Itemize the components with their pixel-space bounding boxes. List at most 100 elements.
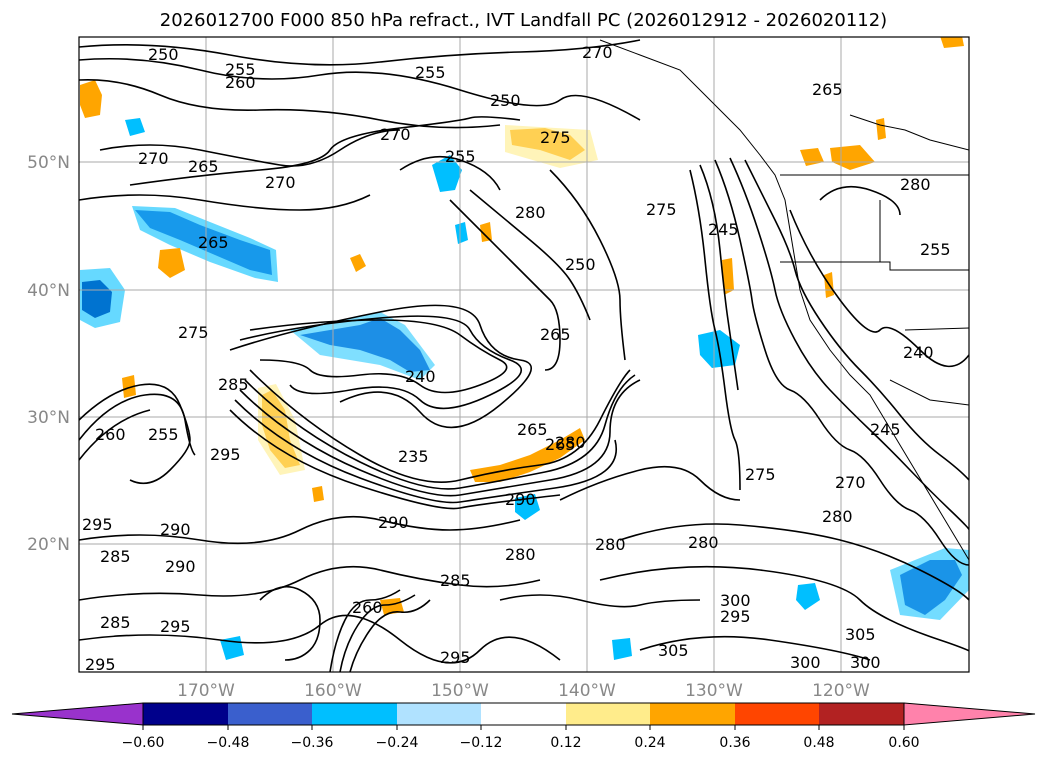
colorbar-bin xyxy=(143,703,228,725)
contour-label: 285 xyxy=(218,375,249,394)
map-panel: 250 255 260 265 270 270 270 255 250 270 … xyxy=(78,36,970,674)
blue-patch xyxy=(80,268,125,328)
colorbar-tick: 0.48 xyxy=(803,735,834,751)
contour-label: 280 xyxy=(822,507,853,526)
orange-patch xyxy=(940,37,964,48)
orange-patch xyxy=(480,222,492,242)
lon-label: 160°W xyxy=(304,681,362,701)
contour-label: 280 xyxy=(505,545,536,564)
contour-label: 295 xyxy=(440,648,471,667)
contour-label: 305 xyxy=(658,641,689,660)
blue-patch xyxy=(455,222,468,244)
contour-label: 285 xyxy=(100,547,131,566)
blue-patch xyxy=(515,494,540,520)
contour-label: 250 xyxy=(565,255,596,274)
blue-patch xyxy=(796,583,820,610)
colorbar-extend-low xyxy=(11,702,144,726)
contour-label: 245 xyxy=(870,420,901,439)
blue-patch xyxy=(125,118,145,136)
contour-label: 295 xyxy=(85,655,116,674)
contour-label: 280 xyxy=(900,175,931,194)
blue-patch xyxy=(132,206,278,282)
contour-label: 255 xyxy=(148,425,179,444)
contour-label: 275 xyxy=(745,465,776,484)
lat-label: 20°N xyxy=(27,535,70,555)
contour-label: 280 xyxy=(688,533,719,552)
blue-patch xyxy=(890,548,969,620)
map-title: 2026012700 F000 850 hPa refract., IVT La… xyxy=(159,10,888,31)
colorbar-tick: −0.24 xyxy=(376,735,419,751)
lon-label: 130°W xyxy=(685,681,743,701)
colorbar-bin xyxy=(397,703,481,725)
contour-label: 275 xyxy=(646,200,677,219)
latitude-labels: 50°N 40°N 30°N 20°N xyxy=(27,153,70,555)
contour-label: 275 xyxy=(540,128,571,147)
lon-label: 170°W xyxy=(177,681,235,701)
lat-label: 30°N xyxy=(27,408,70,428)
contour-label: 295 xyxy=(160,617,191,636)
colorbar-bin xyxy=(819,703,904,725)
contour-label: 280 xyxy=(595,535,626,554)
contour-label: 265 xyxy=(540,325,571,344)
contour-label: 240 xyxy=(903,343,934,362)
contour-label: 265 xyxy=(517,420,548,439)
contour-label: 290 xyxy=(505,490,536,509)
lat-label: 40°N xyxy=(27,281,70,301)
contour-label: 285 xyxy=(440,571,471,590)
contour-label: 275 xyxy=(178,323,209,342)
lon-label: 150°W xyxy=(431,681,489,701)
lat-label: 50°N xyxy=(27,153,70,173)
colorbar-tick: −0.60 xyxy=(122,735,165,751)
orange-patch xyxy=(122,375,136,398)
orange-patch xyxy=(470,428,585,482)
contour-label: 270 xyxy=(835,473,866,492)
contour-label: 270 xyxy=(582,43,613,62)
contour-label: 250 xyxy=(490,91,521,110)
contour-label: 250 xyxy=(148,45,179,64)
contour-label: 265 xyxy=(545,435,576,454)
colorbar-bin xyxy=(566,703,650,725)
colorbar-tick: −0.48 xyxy=(207,735,250,751)
colorbar-tick: −0.12 xyxy=(460,735,503,751)
colorbar-tick: −0.36 xyxy=(291,735,334,751)
colorbar-bin xyxy=(228,703,312,725)
colorbar-extend-high xyxy=(903,702,1036,726)
contour-label: 280 xyxy=(515,203,546,222)
blue-patch xyxy=(612,638,632,660)
contour-label: 280 xyxy=(555,433,586,452)
coastline xyxy=(599,39,969,561)
contour-label: 255 xyxy=(415,63,446,82)
colorbar-tick: 0.36 xyxy=(719,735,750,751)
colorbar-bin xyxy=(481,703,566,725)
contour-label: 260 xyxy=(225,73,256,92)
contour-label: 290 xyxy=(378,513,409,532)
map-frame xyxy=(78,36,970,673)
orange-patch xyxy=(312,486,324,502)
refractivity-contours xyxy=(79,39,969,672)
contour-label: 255 xyxy=(225,60,256,79)
contour-label: 255 xyxy=(445,147,476,166)
contour-label: 255 xyxy=(920,240,951,259)
orange-patch xyxy=(350,254,366,272)
contour-label: 245 xyxy=(708,220,739,239)
contour-label: 235 xyxy=(398,447,429,466)
contour-label: 265 xyxy=(198,233,229,252)
orange-patch xyxy=(876,118,886,140)
contour-label: 295 xyxy=(82,515,113,534)
colorbar-tick: 0.24 xyxy=(634,735,665,751)
contour-label: 265 xyxy=(812,80,843,99)
colorbar-tick: 0.12 xyxy=(550,735,581,751)
contour-label: 300 xyxy=(790,653,821,672)
shaded-anomalies xyxy=(80,37,969,660)
colorbar-tick: 0.60 xyxy=(888,735,919,751)
contour-label: 265 xyxy=(188,157,219,176)
longitude-labels: 170°W 160°W 150°W 140°W 130°W 120°W xyxy=(177,681,870,701)
orange-patch xyxy=(80,80,102,118)
orange-patch xyxy=(158,248,185,278)
lon-label: 120°W xyxy=(812,681,870,701)
orange-patch xyxy=(258,384,305,475)
contour-label: 305 xyxy=(845,625,876,644)
contour-label: 240 xyxy=(405,367,436,386)
contour-label: 260 xyxy=(95,425,126,444)
